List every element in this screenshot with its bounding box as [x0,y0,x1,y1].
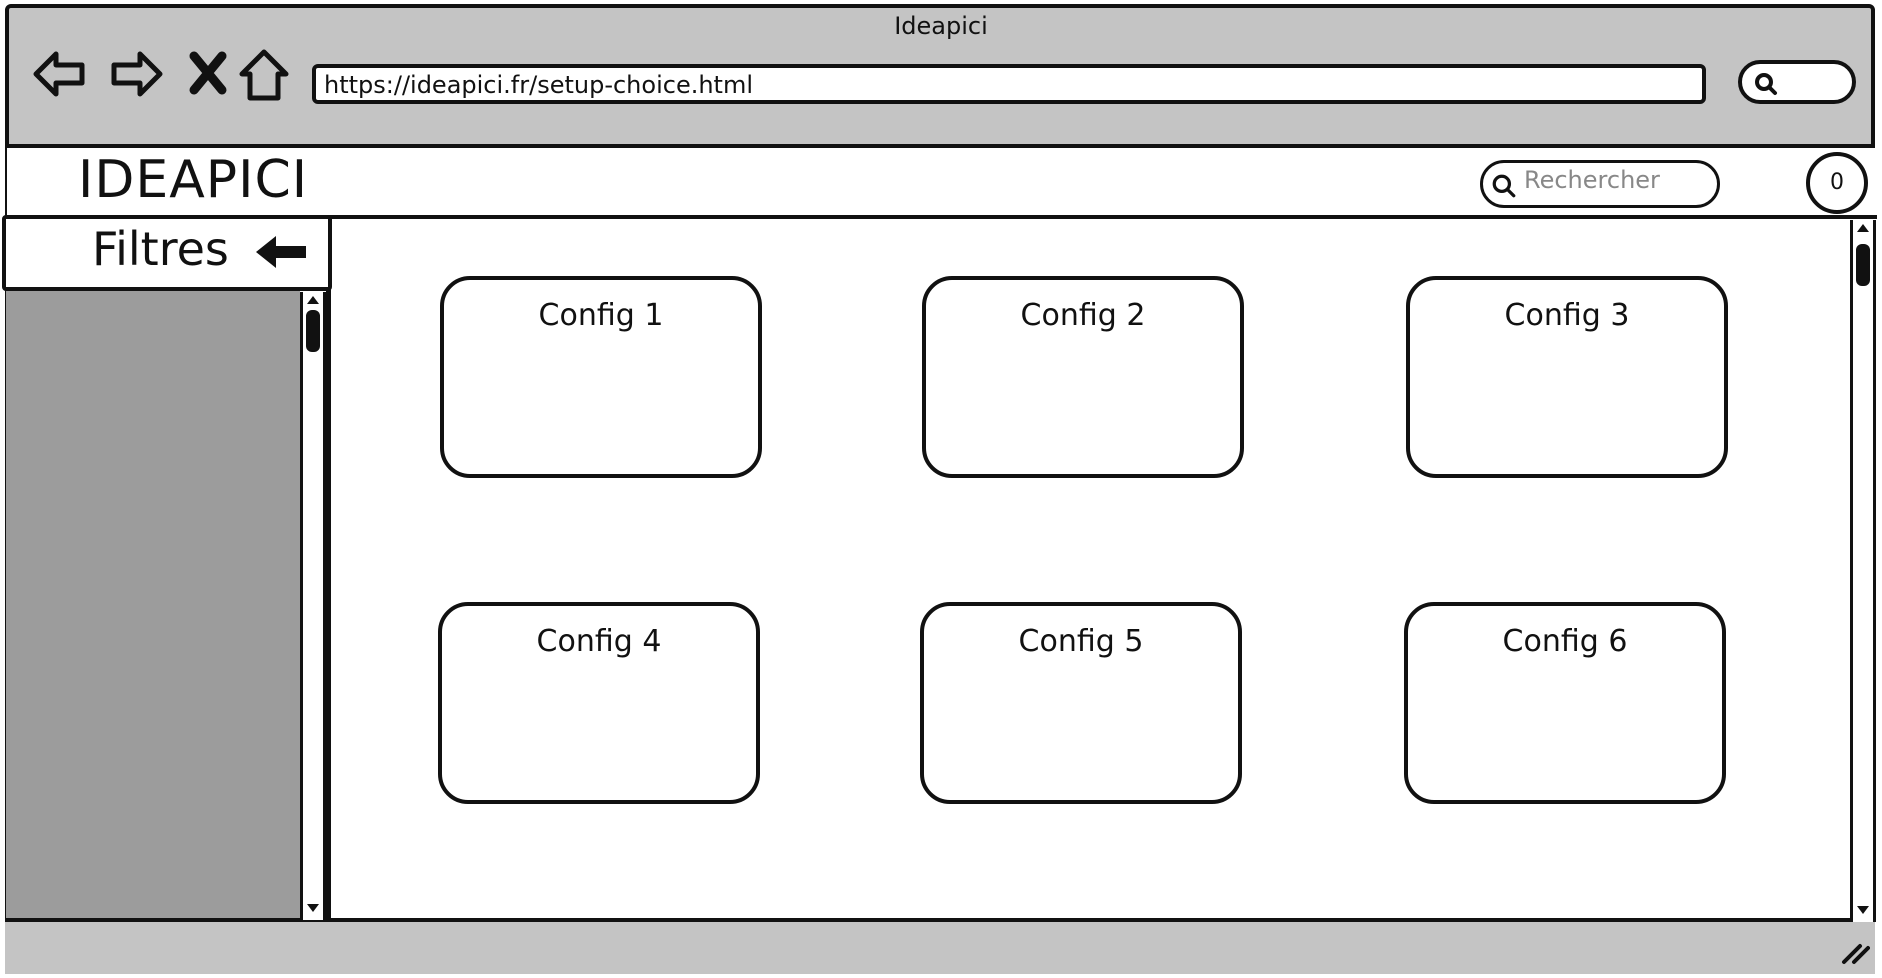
stop-button[interactable] [182,44,242,104]
config-card-label: Config 4 [536,624,662,659]
config-card-3[interactable] [1406,276,1728,478]
back-button[interactable] [30,44,90,104]
resize-grip-icon[interactable] [1838,938,1870,966]
sidebar-scrollbar[interactable] [300,292,326,920]
config-card-label: Config 6 [1502,624,1628,659]
scroll-down-icon[interactable] [1855,904,1871,916]
stop-icon [189,51,227,95]
forward-arrow-icon [111,51,163,97]
brand-logo[interactable]: IDEAPICI [78,150,309,210]
config-card-label: Config 1 [538,298,664,333]
site-search-input[interactable] [1480,160,1720,208]
config-card-label: Config 2 [1020,298,1146,333]
search-icon [1492,174,1516,198]
search-placeholder: Rechercher [1524,166,1660,194]
filters-title: Filtres [92,222,229,276]
config-card-6[interactable] [1404,602,1726,804]
main-scroll-thumb[interactable] [1856,244,1870,286]
address-bar[interactable]: https://ideapici.fr/setup-choice.html [312,64,1706,104]
sidebar-border [326,215,331,923]
config-card-label: Config 5 [1018,624,1144,659]
config-card-label: Config 3 [1504,298,1630,333]
config-card-5[interactable] [920,602,1242,804]
browser-search-button[interactable] [1738,60,1856,104]
config-card-4[interactable] [438,602,760,804]
arrow-left-icon[interactable] [252,232,310,272]
home-icon [239,49,289,101]
search-icon [1755,73,1777,95]
config-card-1[interactable] [440,276,762,478]
scroll-down-icon[interactable] [305,902,321,914]
home-button[interactable] [234,44,294,104]
config-card-2[interactable] [922,276,1244,478]
scroll-up-icon[interactable] [305,294,321,306]
sidebar-scroll-thumb[interactable] [306,310,320,352]
window-title: Ideapici [894,12,988,40]
filters-panel [6,290,300,918]
scroll-up-icon[interactable] [1855,222,1871,234]
notification-badge[interactable]: 0 [1806,152,1868,214]
forward-button[interactable] [106,44,166,104]
status-bar [5,922,1875,974]
main-scrollbar[interactable] [1850,220,1876,922]
back-arrow-icon [33,51,85,97]
header-divider [5,215,1877,219]
